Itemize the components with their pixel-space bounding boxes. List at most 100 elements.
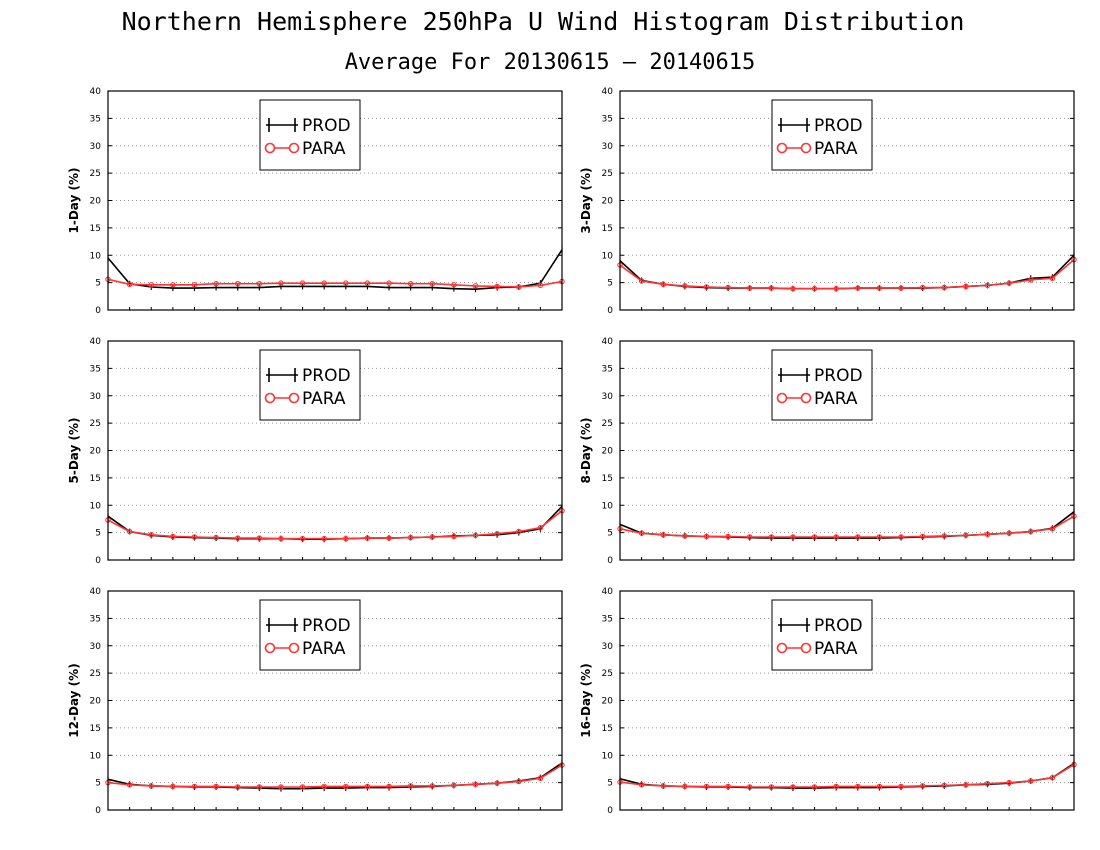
- prod-series-line: [619, 762, 1075, 789]
- prod-series-line: [619, 511, 1075, 539]
- y-axis-label: 1-Day (%): [67, 167, 81, 233]
- para-data-point: [343, 783, 349, 790]
- para-data-point: [638, 782, 645, 788]
- para-data-point: [213, 783, 219, 790]
- y-tick-label: 35: [602, 614, 613, 624]
- para-data-point: [660, 783, 666, 789]
- para-data-point: [682, 783, 688, 790]
- para-data-point: [811, 784, 818, 790]
- plot-frame: [107, 90, 563, 311]
- y-tick-label: 15: [90, 224, 101, 234]
- para-data-point: [364, 535, 371, 541]
- para-data-point: [191, 282, 198, 288]
- para-series-line: [619, 763, 1075, 788]
- prod-series-line: [107, 249, 563, 290]
- legend-prod-label: PROD: [814, 366, 863, 386]
- y-tick-label: 20: [90, 447, 102, 457]
- para-data-point: [213, 280, 219, 287]
- para-data-point: [725, 284, 731, 291]
- y-tick-label: 30: [602, 642, 614, 652]
- para-data-point: [386, 783, 392, 790]
- para-data-point: [234, 784, 241, 790]
- y-tick-label: 5: [607, 529, 613, 539]
- chart-panel-6: 0 5 10 15 20 25 30 35 40 16-Day (%) PROD PARA: [579, 587, 1077, 816]
- chart-panel-3: 0 5 10 15 20 25 30 35 40 5-Day (%) PROD PARA: [67, 337, 565, 566]
- para-data-point: [703, 533, 710, 540]
- y-tick-label: 35: [602, 364, 613, 374]
- para-data-point: [898, 534, 904, 540]
- para-data-point: [963, 283, 969, 290]
- para-data-point: [919, 284, 926, 291]
- legend-prod-label: PROD: [302, 616, 351, 636]
- legend-para-label: PARA: [302, 639, 346, 659]
- para-data-point: [1028, 528, 1034, 535]
- chart-panel-2: 0 5 10 15 20 25 30 35 40 3-Day (%) PROD PARA: [579, 87, 1077, 316]
- legend-box: [259, 599, 361, 671]
- para-data-point: [1028, 778, 1034, 784]
- y-tick-label: 20: [602, 197, 614, 207]
- para-data-point: [429, 534, 436, 540]
- para-data-point: [833, 534, 839, 540]
- para-data-point: [451, 533, 457, 540]
- y-tick-label: 35: [90, 364, 101, 374]
- legend-para-marker: [800, 392, 812, 404]
- legend-para-marker: [288, 642, 300, 654]
- legend: PROD PARA: [771, 99, 873, 171]
- para-data-point: [494, 530, 500, 537]
- y-tick-label: 40: [90, 87, 102, 97]
- panels-group: 0 5 10 15 20 25 30 35 40 1-Day (%) PROD PARA 0 5 10 15 2…: [67, 87, 1077, 816]
- para-data-point: [876, 534, 883, 540]
- para-data-point: [898, 783, 904, 790]
- legend: PROD PARA: [259, 599, 361, 671]
- y-tick-label: 15: [602, 224, 613, 234]
- para-data-point: [321, 535, 327, 542]
- para-data-point: [299, 784, 306, 790]
- para-data-point: [278, 784, 284, 790]
- para-data-point: [126, 528, 133, 535]
- para-data-point: [256, 535, 263, 541]
- para-data-point: [451, 282, 457, 288]
- y-tick-label: 30: [602, 142, 614, 152]
- y-axis-label: 16-Day (%): [579, 663, 593, 737]
- para-data-point: [451, 782, 457, 789]
- para-data-point: [234, 280, 241, 287]
- para-data-point: [790, 534, 796, 540]
- para-data-point: [746, 534, 753, 540]
- para-data-point: [472, 283, 479, 289]
- para-data-point: [638, 530, 645, 536]
- legend: PROD PARA: [771, 349, 873, 421]
- y-tick-label: 0: [95, 556, 101, 566]
- y-tick-label: 5: [607, 779, 613, 789]
- para-data-point: [811, 534, 818, 540]
- y-tick-label: 25: [90, 419, 101, 429]
- para-series-line: [619, 515, 1075, 538]
- legend-box: [259, 349, 361, 421]
- chart-panel-1: 0 5 10 15 20 25 30 35 40 1-Day (%) PROD PARA: [67, 87, 565, 316]
- plot-frame: [619, 340, 1075, 561]
- legend-box: [771, 599, 873, 671]
- para-data-point: [343, 535, 349, 542]
- y-tick-label: 35: [90, 114, 101, 124]
- para-data-point: [234, 535, 241, 541]
- para-data-point: [984, 531, 991, 538]
- para-data-point: [1049, 526, 1056, 532]
- para-series-line: [619, 259, 1075, 290]
- para-data-point: [898, 285, 904, 291]
- y-axis-label: 8-Day (%): [579, 417, 593, 483]
- para-data-point: [537, 775, 544, 781]
- legend-para-label: PARA: [814, 389, 858, 409]
- para-data-point: [191, 783, 198, 790]
- legend: PROD PARA: [259, 99, 361, 171]
- legend-para-marker: [264, 642, 276, 654]
- y-tick-label: 40: [602, 587, 614, 597]
- y-tick-label: 15: [602, 474, 613, 484]
- para-data-point: [516, 284, 522, 290]
- legend-para-marker: [288, 142, 300, 154]
- y-axis-label: 3-Day (%): [579, 167, 593, 233]
- para-data-point: [429, 783, 436, 789]
- para-series-line: [107, 278, 563, 288]
- para-data-point: [256, 280, 263, 287]
- figure-title: Northern Hemisphere 250hPa U Wind Histog…: [122, 7, 965, 36]
- para-data-point: [1006, 779, 1012, 786]
